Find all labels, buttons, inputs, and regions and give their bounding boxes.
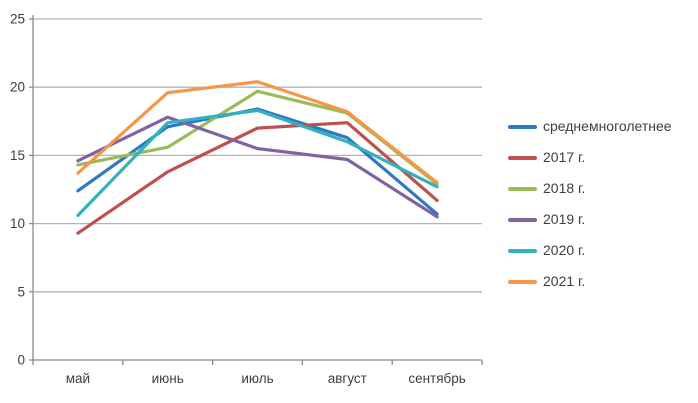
legend-label: 2019 г. bbox=[543, 211, 586, 227]
legend-swatch-icon bbox=[508, 155, 537, 160]
legend-item: 2019 г. bbox=[508, 210, 672, 229]
legend-label: 2020 г. bbox=[543, 242, 586, 258]
legend-label: 2017 г. bbox=[543, 149, 586, 165]
legend-item: среднемноголетнее bbox=[508, 117, 672, 136]
series-line-5 bbox=[76, 80, 439, 185]
x-tick-label: сентябрь bbox=[408, 371, 465, 386]
y-tick-label: 10 bbox=[10, 216, 25, 231]
legend-swatch-icon bbox=[508, 124, 537, 129]
y-tick-label: 0 bbox=[17, 353, 25, 368]
x-tick-label: август bbox=[328, 371, 367, 386]
series-line-4 bbox=[76, 108, 439, 218]
legend-item: 2021 г. bbox=[508, 272, 672, 291]
legend-label: 2018 г. bbox=[543, 180, 586, 196]
y-tick-label: 25 bbox=[10, 12, 25, 27]
legend-item: 2020 г. bbox=[508, 241, 672, 260]
y-tick-label: 5 bbox=[17, 284, 25, 299]
series-line-3 bbox=[76, 115, 439, 219]
y-tick-label: 20 bbox=[10, 80, 25, 95]
chart-legend: среднемноголетнее 2017 г. 2018 г. 2019 г… bbox=[508, 117, 672, 291]
legend-swatch-icon bbox=[508, 186, 537, 191]
legend-swatch-icon bbox=[508, 248, 537, 253]
legend-swatch-icon bbox=[508, 279, 537, 284]
series-line-1 bbox=[76, 121, 439, 235]
x-tick-label: июль bbox=[241, 371, 273, 386]
legend-swatch-icon bbox=[508, 217, 537, 222]
y-tick-label: 15 bbox=[10, 148, 25, 163]
legend-item: 2018 г. bbox=[508, 179, 672, 198]
legend-label: 2021 г. bbox=[543, 273, 586, 289]
legend-item: 2017 г. bbox=[508, 148, 672, 167]
x-tick-label: май bbox=[66, 371, 90, 386]
x-tick-label: июнь bbox=[152, 371, 184, 386]
legend-label: среднемноголетнее bbox=[543, 118, 672, 134]
